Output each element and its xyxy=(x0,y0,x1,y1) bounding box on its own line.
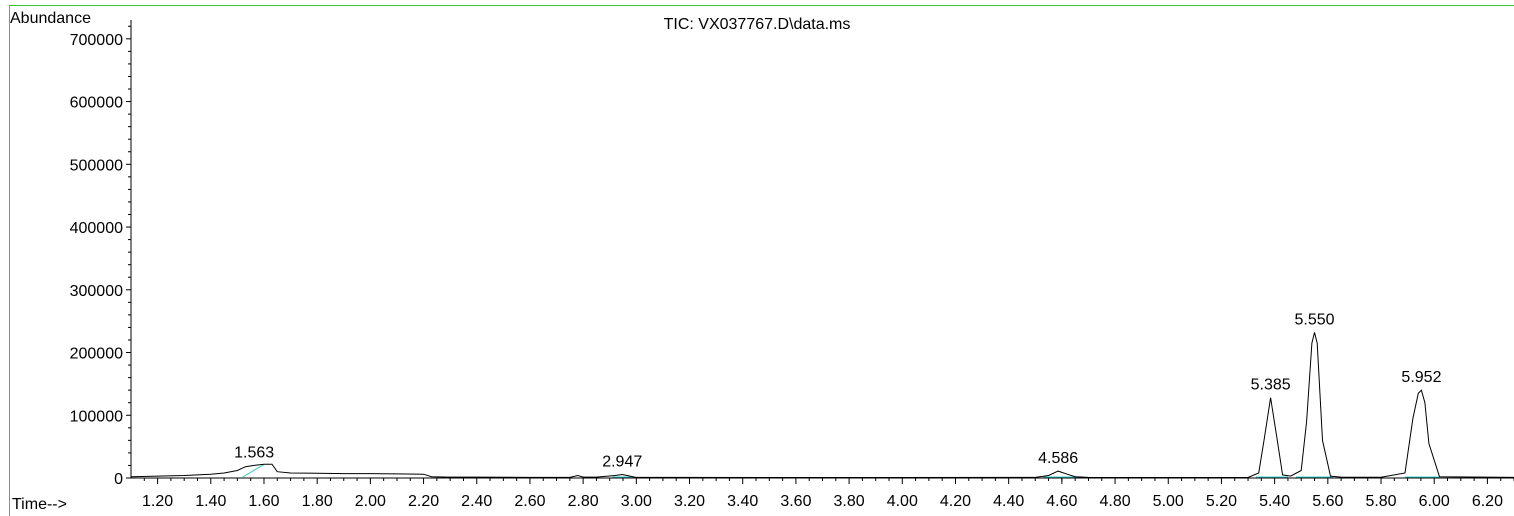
x-tick-label: 4.20 xyxy=(940,493,971,510)
x-tick-label: 6.20 xyxy=(1472,493,1503,510)
peak-label: 4.586 xyxy=(1038,450,1078,467)
peak-label: 2.947 xyxy=(602,454,642,471)
peak-label: 5.550 xyxy=(1295,311,1335,328)
x-tick-label: 2.20 xyxy=(408,493,439,510)
x-tick-label: 1.60 xyxy=(248,493,279,510)
y-tick-label: 0 xyxy=(114,471,123,488)
peak-label: 5.385 xyxy=(1251,377,1291,394)
x-tick-label: 1.40 xyxy=(195,493,226,510)
integration-baseline xyxy=(242,464,265,478)
y-tick-label: 400000 xyxy=(70,220,123,237)
x-tick-label: 5.00 xyxy=(1153,493,1184,510)
y-axis-label: Abundance xyxy=(10,10,91,27)
peak-label: 1.563 xyxy=(234,444,274,461)
y-tick-label: 500000 xyxy=(70,157,123,174)
x-tick-label: 1.80 xyxy=(302,493,333,510)
x-tick-label: 1.20 xyxy=(142,493,173,510)
x-tick-label: 5.60 xyxy=(1312,493,1343,510)
x-tick-label: 2.40 xyxy=(461,493,492,510)
peak-label: 5.952 xyxy=(1401,369,1441,386)
x-tick-label: 4.60 xyxy=(1046,493,1077,510)
x-tick-label: 5.80 xyxy=(1365,493,1396,510)
x-tick-label: 3.80 xyxy=(834,493,865,510)
x-tick-label: 3.20 xyxy=(674,493,705,510)
x-tick-label: 5.40 xyxy=(1259,493,1290,510)
x-tick-label: 4.80 xyxy=(1099,493,1130,510)
x-tick-label: 2.60 xyxy=(514,493,545,510)
tic-trace xyxy=(130,332,1514,478)
y-tick-label: 700000 xyxy=(70,32,123,49)
x-tick-label: 2.00 xyxy=(355,493,386,510)
y-tick-label: 600000 xyxy=(70,95,123,112)
chart-frame xyxy=(9,5,1514,516)
x-tick-label: 2.80 xyxy=(568,493,599,510)
chart-title: TIC: VX037767.D\data.ms xyxy=(663,16,851,33)
x-tick-label: 4.00 xyxy=(887,493,918,510)
x-axis-label: Time--> xyxy=(12,496,67,513)
y-tick-label: 300000 xyxy=(70,283,123,300)
x-tick-label: 4.40 xyxy=(993,493,1024,510)
x-tick-label: 3.00 xyxy=(621,493,652,510)
x-tick-label: 3.60 xyxy=(780,493,811,510)
x-tick-label: 5.20 xyxy=(1206,493,1237,510)
x-tick-label: 6.00 xyxy=(1419,493,1450,510)
y-tick-label: 100000 xyxy=(70,408,123,425)
x-tick-label: 3.40 xyxy=(727,493,758,510)
y-tick-label: 200000 xyxy=(70,346,123,363)
